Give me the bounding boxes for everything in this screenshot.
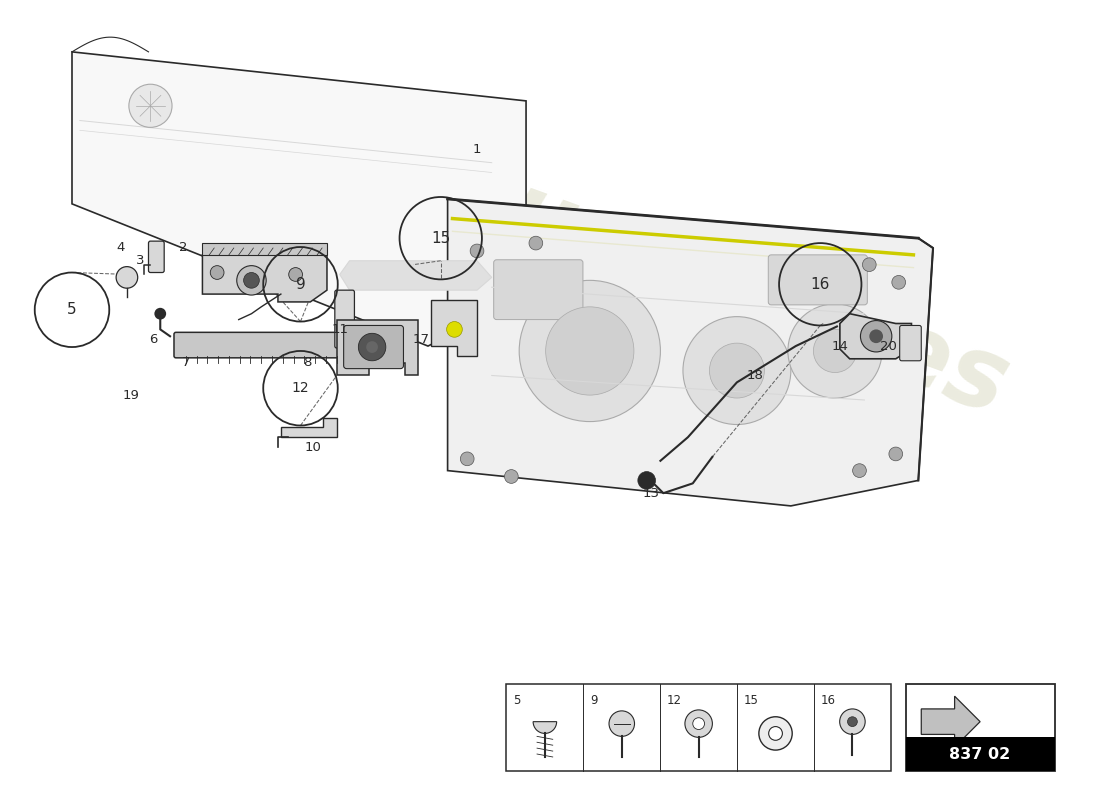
- FancyBboxPatch shape: [174, 332, 350, 358]
- Circle shape: [852, 464, 867, 478]
- Polygon shape: [340, 261, 492, 290]
- Text: 15: 15: [431, 230, 450, 246]
- Text: 15: 15: [744, 694, 759, 707]
- FancyBboxPatch shape: [494, 260, 583, 319]
- FancyBboxPatch shape: [334, 290, 354, 348]
- Circle shape: [236, 266, 266, 295]
- Circle shape: [788, 304, 882, 398]
- Circle shape: [813, 330, 857, 373]
- Text: 17: 17: [412, 333, 430, 346]
- Text: 3: 3: [136, 254, 145, 267]
- Circle shape: [889, 447, 903, 461]
- Wedge shape: [534, 722, 557, 734]
- Circle shape: [609, 711, 635, 736]
- FancyBboxPatch shape: [768, 255, 867, 305]
- Circle shape: [154, 308, 166, 319]
- Circle shape: [129, 84, 172, 127]
- FancyBboxPatch shape: [345, 336, 360, 354]
- Polygon shape: [337, 319, 418, 375]
- Text: 14: 14: [832, 339, 848, 353]
- Circle shape: [359, 334, 386, 361]
- FancyBboxPatch shape: [900, 326, 922, 361]
- Text: 4: 4: [117, 242, 125, 254]
- Text: 1: 1: [473, 143, 482, 157]
- Polygon shape: [840, 314, 912, 359]
- Circle shape: [862, 258, 877, 271]
- FancyBboxPatch shape: [506, 684, 891, 770]
- FancyBboxPatch shape: [354, 330, 386, 365]
- Circle shape: [243, 273, 260, 288]
- Text: 5: 5: [514, 694, 520, 707]
- Text: 837 02: 837 02: [949, 746, 1011, 762]
- Polygon shape: [922, 696, 980, 747]
- Text: eurospares: eurospares: [394, 129, 1021, 436]
- Circle shape: [693, 718, 704, 730]
- Text: 13: 13: [642, 486, 659, 500]
- Circle shape: [460, 452, 474, 466]
- Circle shape: [710, 343, 764, 398]
- Text: 12: 12: [292, 382, 309, 395]
- Text: 10: 10: [305, 441, 321, 454]
- Circle shape: [847, 717, 857, 726]
- Circle shape: [892, 275, 905, 289]
- Circle shape: [860, 321, 892, 352]
- Text: 16: 16: [821, 694, 836, 707]
- Circle shape: [447, 322, 462, 338]
- Text: 20: 20: [880, 339, 898, 353]
- Circle shape: [470, 244, 484, 258]
- FancyBboxPatch shape: [148, 241, 164, 273]
- Polygon shape: [448, 199, 933, 506]
- Circle shape: [685, 710, 713, 738]
- Polygon shape: [280, 418, 337, 438]
- Circle shape: [769, 726, 782, 740]
- Text: a passion for...  1985: a passion for... 1985: [513, 371, 824, 507]
- FancyBboxPatch shape: [343, 326, 404, 369]
- Text: 8: 8: [304, 356, 311, 370]
- Polygon shape: [431, 300, 477, 356]
- Text: 12: 12: [667, 694, 682, 707]
- Circle shape: [683, 317, 791, 425]
- Circle shape: [839, 709, 866, 734]
- Circle shape: [519, 280, 660, 422]
- Circle shape: [288, 268, 302, 282]
- Text: 5: 5: [67, 302, 77, 318]
- Polygon shape: [202, 255, 327, 302]
- Circle shape: [117, 266, 138, 288]
- Text: 2: 2: [178, 242, 187, 254]
- FancyBboxPatch shape: [905, 738, 1055, 770]
- Circle shape: [638, 471, 656, 490]
- Polygon shape: [72, 52, 526, 346]
- Circle shape: [505, 470, 518, 483]
- Text: 9: 9: [591, 694, 597, 707]
- Circle shape: [366, 341, 378, 353]
- Circle shape: [759, 717, 792, 750]
- Text: 7: 7: [182, 356, 190, 370]
- FancyBboxPatch shape: [905, 684, 1055, 770]
- Text: 16: 16: [811, 277, 829, 292]
- Text: 11: 11: [331, 323, 349, 336]
- Circle shape: [244, 268, 258, 282]
- FancyBboxPatch shape: [202, 243, 327, 255]
- Circle shape: [529, 236, 542, 250]
- Text: 9: 9: [296, 277, 306, 292]
- Circle shape: [869, 330, 883, 343]
- Circle shape: [210, 266, 224, 279]
- Text: 6: 6: [150, 333, 157, 346]
- Circle shape: [546, 307, 634, 395]
- Text: 19: 19: [122, 389, 140, 402]
- Text: 18: 18: [746, 369, 763, 382]
